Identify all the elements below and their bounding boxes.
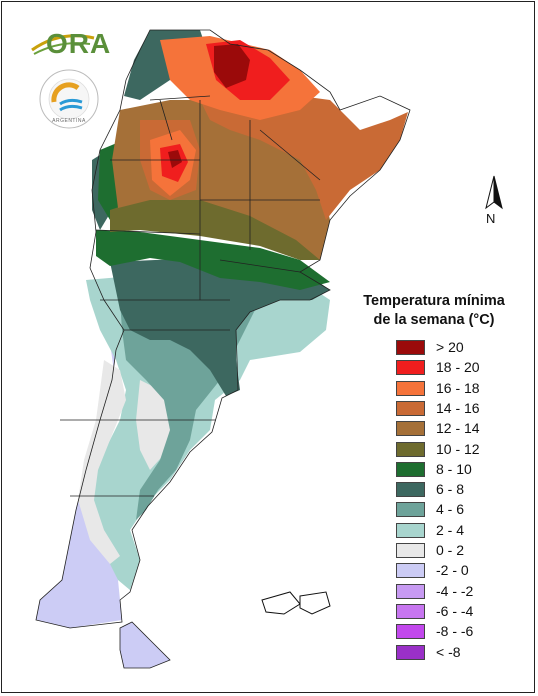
legend-label: 6 - 8 — [436, 481, 465, 498]
legend-label: -4 - -2 — [436, 582, 474, 599]
smn-seal-icon — [39, 69, 99, 129]
legend-item: < -8 — [396, 643, 526, 662]
legend-label: 2 - 4 — [436, 521, 465, 538]
legend-title: Temperatura mínima de la semana (°C) — [346, 292, 522, 330]
legend-item: 0 - 2 — [396, 541, 526, 560]
legend-swatch — [396, 360, 425, 376]
legend-swatch — [396, 441, 425, 457]
legend-swatch — [396, 603, 425, 619]
legend-label: 8 - 10 — [436, 460, 472, 477]
north-arrow-icon — [485, 175, 503, 210]
legend-swatch — [396, 461, 425, 477]
legend-label: -8 - -6 — [436, 623, 474, 640]
legend-swatch — [396, 522, 425, 538]
legend-label: 18 - 20 — [436, 359, 480, 376]
legend-item: 2 - 4 — [396, 521, 526, 540]
zone-0-2-center — [136, 380, 172, 470]
legend-label: 12 - 14 — [436, 420, 480, 437]
malvinas-islands — [261, 591, 331, 615]
legend-label: 0 - 2 — [436, 542, 465, 558]
legend-item: -8 - -6 — [396, 622, 526, 641]
province-boundaries — [35, 29, 411, 669]
legend-item: -4 - -2 — [396, 582, 526, 601]
zone-6-8 — [110, 258, 330, 396]
legend-label: 14 - 16 — [436, 399, 480, 416]
zone-14-16 — [200, 92, 408, 220]
legend-label: > 20 — [436, 339, 464, 355]
legend-item: 10 - 12 — [396, 440, 526, 459]
legend-swatch — [396, 421, 425, 437]
legend-swatch — [396, 543, 425, 558]
legend-label: 4 - 6 — [436, 501, 465, 518]
ora-logo — [31, 34, 95, 55]
zone-10-12 — [110, 196, 320, 260]
legend-swatch — [396, 482, 425, 498]
legend-label: 16 - 18 — [436, 379, 480, 396]
legend-swatch — [396, 583, 425, 599]
legend-swatch — [396, 502, 425, 518]
zone-8-10 — [96, 230, 330, 290]
legend-label: 10 - 12 — [436, 440, 480, 457]
legend-label: -6 - -4 — [436, 602, 474, 619]
north-label: N — [486, 211, 496, 226]
legend-label: < -8 — [436, 643, 461, 660]
legend-item: 8 - 10 — [396, 460, 526, 479]
legend-title-line2: de la semana (°C) — [373, 312, 495, 328]
zone-over-20-spot — [168, 150, 182, 168]
legend-item: 6 - 8 — [396, 480, 526, 499]
legend-swatch — [396, 624, 425, 640]
legend-item: 14 - 16 — [396, 399, 526, 418]
legend-item: 18 - 20 — [396, 358, 526, 377]
legend-item: -6 - -4 — [396, 602, 526, 621]
legend-item: -2 - 0 — [396, 561, 526, 580]
legend-item: 4 - 6 — [396, 500, 526, 519]
legend-swatch — [396, 644, 425, 660]
legend-title-line1: Temperatura mínima — [363, 293, 505, 309]
smn-seal-text: ARGENTINA — [52, 118, 86, 124]
legend-swatch — [396, 340, 425, 355]
zone-tierra-del-fuego — [120, 622, 170, 668]
ora-logo-text: ORA — [46, 28, 112, 59]
zone-0-2-band — [78, 360, 126, 564]
legend-label: -2 - 0 — [436, 562, 469, 579]
legend-swatch — [396, 380, 425, 396]
legend-swatch — [396, 400, 425, 416]
legend-swatch — [396, 563, 425, 579]
legend-item: > 20 — [396, 338, 526, 357]
legend-item: 12 - 14 — [396, 419, 526, 438]
legend: Temperatura mínima de la semana (°C) > 2… — [346, 292, 522, 660]
legend-item: 16 - 18 — [396, 379, 526, 398]
zone-over-20 — [214, 44, 250, 88]
